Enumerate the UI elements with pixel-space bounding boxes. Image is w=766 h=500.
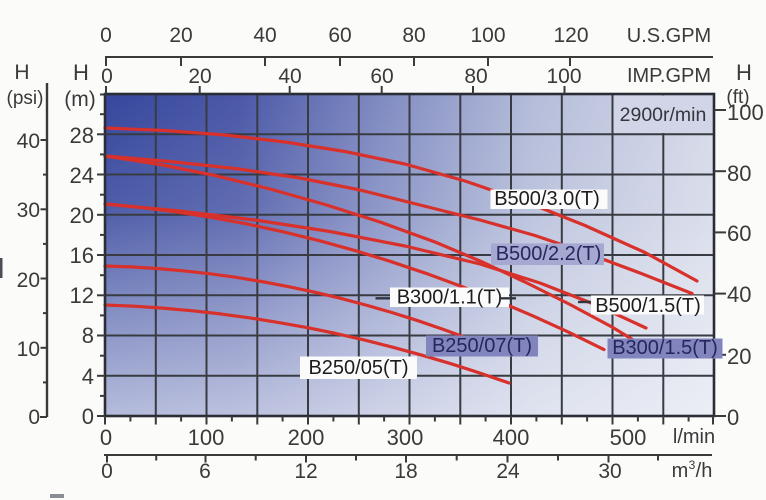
svg-text:0: 0 bbox=[82, 404, 94, 429]
svg-text:0: 0 bbox=[28, 406, 40, 429]
svg-text:B500/2.2(T): B500/2.2(T) bbox=[496, 243, 602, 265]
svg-text:l/min: l/min bbox=[673, 426, 715, 448]
svg-text:20: 20 bbox=[17, 269, 40, 292]
svg-text:18: 18 bbox=[394, 460, 417, 483]
svg-text:U.S.GPM: U.S.GPM bbox=[627, 25, 711, 47]
svg-text:80: 80 bbox=[402, 24, 425, 47]
svg-text:40: 40 bbox=[17, 130, 40, 153]
svg-text:0: 0 bbox=[101, 65, 113, 88]
svg-text:0: 0 bbox=[727, 405, 739, 430]
svg-text:(ft): (ft) bbox=[726, 87, 749, 108]
svg-text:100: 100 bbox=[470, 24, 505, 47]
svg-text:100: 100 bbox=[727, 100, 764, 125]
svg-text:H: H bbox=[14, 61, 29, 84]
svg-text:0: 0 bbox=[100, 24, 112, 47]
svg-text:H: H bbox=[736, 60, 752, 85]
svg-text:20: 20 bbox=[727, 344, 751, 369]
svg-text:300: 300 bbox=[387, 425, 424, 450]
svg-text:60: 60 bbox=[727, 221, 751, 246]
svg-text:0: 0 bbox=[101, 460, 113, 483]
svg-text:30: 30 bbox=[598, 460, 621, 483]
svg-text:20: 20 bbox=[169, 24, 192, 47]
svg-text:IMP.GPM: IMP.GPM bbox=[627, 65, 711, 87]
svg-text:3: 3 bbox=[689, 458, 696, 472]
svg-text:400: 400 bbox=[493, 425, 530, 450]
svg-text:20: 20 bbox=[188, 65, 211, 88]
svg-text:40: 40 bbox=[253, 24, 276, 47]
svg-text:120: 120 bbox=[553, 24, 588, 47]
svg-text:60: 60 bbox=[328, 24, 351, 47]
svg-text:20: 20 bbox=[70, 203, 94, 228]
svg-text:60: 60 bbox=[370, 65, 393, 88]
svg-text:m: m bbox=[672, 460, 689, 482]
svg-text:B250/05(T): B250/05(T) bbox=[308, 357, 408, 379]
svg-text:40: 40 bbox=[727, 282, 751, 307]
svg-text:B500/3.0(T): B500/3.0(T) bbox=[494, 188, 600, 210]
svg-text:10: 10 bbox=[17, 338, 40, 361]
svg-text:28: 28 bbox=[70, 123, 94, 148]
svg-text:12: 12 bbox=[70, 283, 94, 308]
svg-text:/h: /h bbox=[696, 460, 713, 482]
svg-text:24: 24 bbox=[70, 163, 94, 188]
svg-text:B250/07(T): B250/07(T) bbox=[432, 335, 532, 357]
svg-text:30: 30 bbox=[17, 199, 40, 222]
svg-text:(m): (m) bbox=[64, 88, 95, 111]
svg-text:200: 200 bbox=[288, 425, 325, 450]
svg-text:H: H bbox=[73, 60, 89, 85]
svg-text:B500/1.5(T): B500/1.5(T) bbox=[595, 295, 701, 317]
svg-text:B300/1.1(T): B300/1.1(T) bbox=[397, 287, 503, 309]
svg-text:500: 500 bbox=[610, 425, 647, 450]
svg-text:(psi): (psi) bbox=[7, 88, 44, 109]
svg-text:8: 8 bbox=[82, 323, 94, 348]
svg-text:100: 100 bbox=[546, 65, 581, 88]
svg-text:6: 6 bbox=[199, 460, 211, 483]
svg-text:12: 12 bbox=[294, 460, 317, 483]
svg-text:24: 24 bbox=[496, 460, 520, 483]
svg-text:100: 100 bbox=[188, 425, 225, 450]
svg-text:40: 40 bbox=[278, 65, 301, 88]
svg-text:80: 80 bbox=[727, 161, 751, 186]
svg-text:4: 4 bbox=[82, 364, 94, 389]
svg-text:16: 16 bbox=[70, 243, 94, 268]
svg-text:0: 0 bbox=[100, 425, 112, 450]
svg-text:B300/1.5(T): B300/1.5(T) bbox=[612, 337, 718, 359]
svg-text:80: 80 bbox=[464, 65, 487, 88]
svg-text:2900r/min: 2900r/min bbox=[620, 104, 707, 126]
